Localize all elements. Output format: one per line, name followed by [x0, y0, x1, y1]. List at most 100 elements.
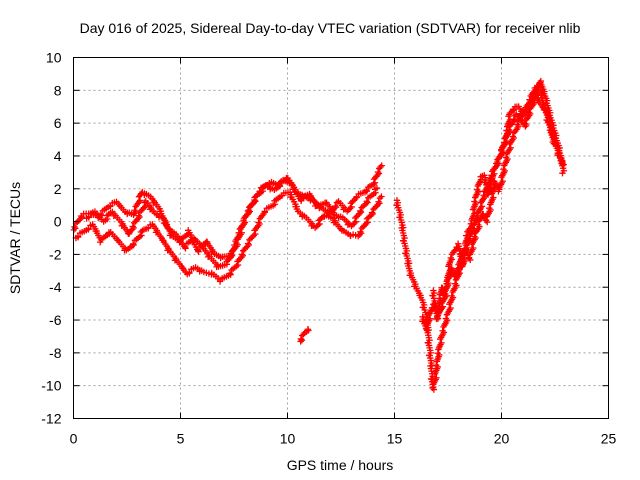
data-point: [480, 192, 487, 199]
data-point: [500, 139, 508, 146]
data-point: [361, 222, 368, 229]
y-tick-label: -2: [49, 246, 62, 262]
data-point: [297, 335, 305, 343]
data-point: [78, 214, 86, 221]
data-point: [439, 327, 446, 334]
data-point: [447, 304, 454, 312]
y-tick-label: -8: [49, 345, 62, 361]
data-point: [467, 220, 475, 228]
data-point: [350, 197, 357, 204]
data-point: [509, 133, 517, 140]
data-point: [250, 232, 258, 239]
data-point: [349, 221, 357, 228]
data-point: [493, 160, 500, 167]
plot-frame: [73, 57, 609, 419]
data-point: [351, 219, 358, 227]
data-point: [314, 221, 322, 229]
data-point: [475, 221, 482, 229]
data-point: [246, 204, 253, 211]
data-point: [523, 108, 530, 115]
data-point: [249, 233, 256, 241]
data-point: [235, 229, 242, 237]
data-point: [247, 235, 255, 242]
y-tick-label: 2: [54, 181, 62, 197]
data-point: [131, 207, 138, 214]
data-point: [357, 230, 365, 237]
data-point: [231, 241, 238, 249]
data-point: [348, 222, 355, 230]
data-point: [375, 198, 382, 205]
data-point: [487, 184, 495, 191]
chart-title: Day 016 of 2025, Sidereal Day-to-day VTE…: [80, 20, 581, 36]
x-tick-label: 20: [494, 431, 510, 447]
data-point: [376, 200, 383, 207]
x-tick-label: 0: [70, 431, 78, 447]
x-tick-label: 5: [177, 431, 185, 447]
data-point: [354, 232, 362, 240]
data-point: [451, 280, 459, 287]
data-point: [559, 160, 566, 167]
y-tick-label: -12: [41, 411, 61, 427]
data-point: [245, 241, 252, 249]
data-point: [255, 219, 262, 226]
data-point: [442, 315, 450, 322]
data-point: [434, 307, 441, 314]
data-point: [369, 210, 376, 218]
x-tick-label: 15: [387, 431, 403, 447]
data-point: [526, 96, 533, 103]
data-point: [363, 198, 370, 205]
data-point: [433, 374, 440, 381]
data-point: [376, 194, 384, 202]
data-point: [304, 326, 312, 333]
data-point: [429, 384, 436, 392]
data-point: [345, 206, 352, 214]
data-point: [374, 168, 382, 176]
data-point: [129, 223, 136, 230]
data-point: [438, 339, 445, 347]
y-tick-label: 8: [54, 82, 62, 98]
data-point: [364, 199, 371, 206]
data-point: [500, 166, 507, 173]
y-tick-label: 6: [54, 115, 62, 131]
data-point: [181, 243, 189, 251]
data-point: [473, 186, 481, 193]
data-point: [357, 208, 365, 216]
x-axis-label: GPS time / hours: [287, 457, 394, 473]
data-point: [97, 238, 104, 246]
data-point: [503, 127, 510, 134]
data-point: [251, 198, 259, 205]
data-point: [511, 112, 519, 119]
x-tick-label: 25: [601, 431, 617, 447]
data-point: [276, 181, 283, 189]
data-point: [378, 193, 385, 200]
data-point: [447, 254, 454, 262]
data-point: [352, 218, 360, 225]
data-point: [332, 202, 339, 210]
data-point: [471, 233, 478, 240]
data-point: [373, 184, 381, 192]
data-point: [77, 215, 84, 223]
data-point: [471, 210, 478, 217]
data-point: [513, 121, 521, 128]
data-point: [353, 213, 360, 220]
y-tick-label: -6: [49, 312, 62, 328]
data-point: [71, 223, 78, 231]
data-point: [244, 243, 251, 250]
data-point: [252, 193, 260, 200]
data-point: [499, 177, 506, 185]
data-point: [454, 265, 461, 272]
data-point: [251, 196, 258, 204]
data-point: [357, 207, 364, 215]
data-point: [194, 247, 202, 254]
data-point: [360, 223, 367, 230]
y-tick-label: 4: [54, 148, 62, 164]
data-point: [488, 172, 495, 179]
data-point: [441, 290, 449, 298]
x-tick-label: 10: [280, 431, 296, 447]
data-point: [344, 208, 351, 215]
data-point: [443, 278, 450, 285]
data-point: [506, 116, 514, 124]
data-point: [371, 204, 379, 212]
data-point: [559, 170, 566, 177]
